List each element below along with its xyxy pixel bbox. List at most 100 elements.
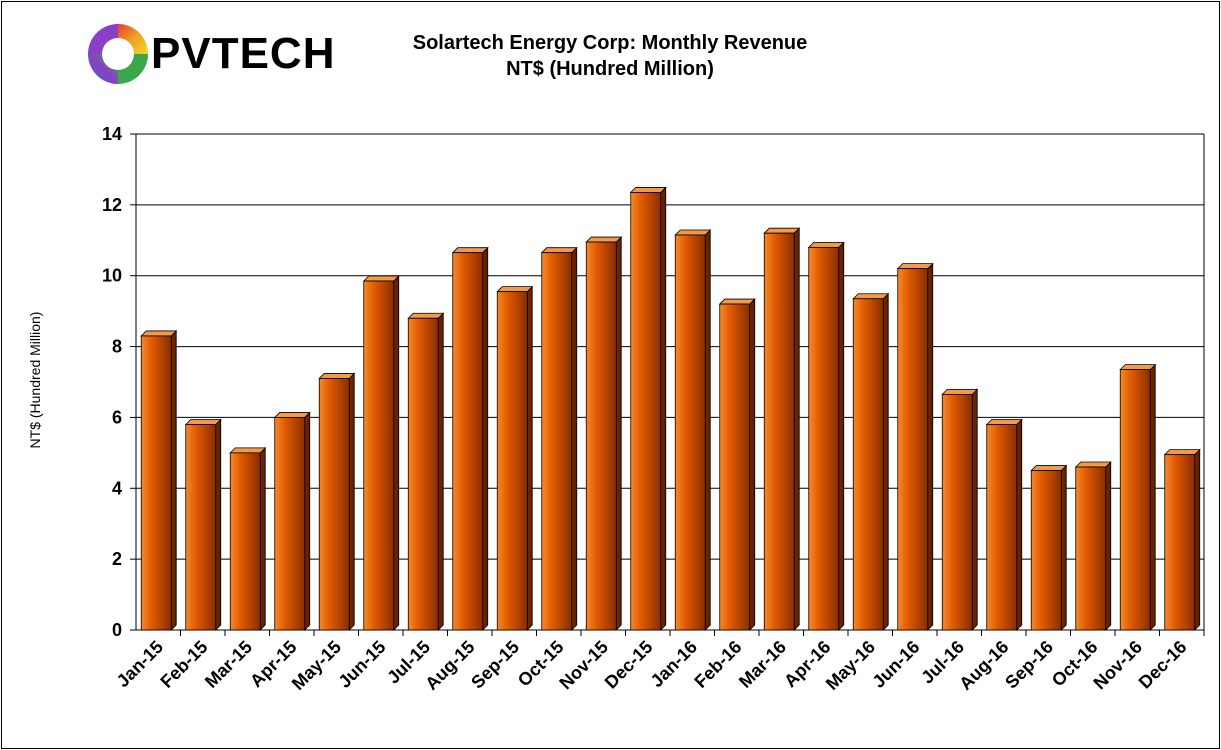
bar-side [704, 229, 711, 631]
bar-top [318, 373, 356, 379]
x-tick-label: Aug-16 [955, 637, 1012, 694]
bar [363, 280, 395, 631]
bar [674, 234, 706, 631]
bar-side [304, 411, 311, 631]
bar [897, 268, 929, 631]
bar-side [1194, 448, 1201, 631]
bar-side [170, 329, 177, 631]
bar-top [1074, 461, 1112, 468]
x-tick-label: Nov-16 [1089, 637, 1146, 694]
chart-title: Solartech Energy Corp: Monthly Revenue [412, 32, 808, 54]
bar-top [140, 330, 178, 337]
logo-ring-icon [88, 24, 148, 84]
x-tick-label: Aug-15 [421, 637, 478, 694]
x-tick-label: May-16 [822, 637, 879, 694]
bar-side [259, 446, 266, 631]
bar-side [927, 262, 934, 631]
bar [185, 424, 217, 631]
bar [1164, 454, 1196, 631]
bar-top [1119, 364, 1157, 371]
bar-top [451, 247, 489, 254]
bar-side [571, 246, 578, 631]
bar [1030, 470, 1062, 631]
y-tick-label: 8 [112, 337, 122, 357]
bar-top [1030, 465, 1068, 471]
y-tick-label: 10 [102, 266, 122, 286]
bar-side [526, 285, 533, 631]
x-tick-label: Sep-16 [1001, 637, 1057, 693]
x-tick-label: Dec-15 [601, 637, 657, 693]
bar [229, 452, 261, 631]
bar-top [229, 447, 267, 454]
y-tick-label: 14 [102, 124, 122, 144]
bar [852, 298, 884, 631]
bar-side [1060, 464, 1067, 631]
bar-top [852, 293, 890, 300]
logo-text: PVTECH [151, 29, 336, 78]
bar-side [215, 418, 222, 631]
bar-top [763, 227, 801, 234]
bar-top [496, 286, 534, 293]
bar [407, 317, 439, 631]
bar-side [660, 186, 667, 631]
bar-top [985, 419, 1023, 425]
x-tick-label: Jun-16 [868, 637, 923, 692]
bar-side [393, 275, 400, 631]
y-tick-label: 4 [112, 478, 122, 498]
bar-top [941, 388, 979, 395]
bar [1075, 466, 1107, 631]
x-tick-label: Feb-15 [156, 637, 211, 692]
bar-top [629, 187, 667, 193]
bar [763, 232, 795, 631]
bar-side [793, 227, 800, 631]
bar-top [674, 229, 712, 236]
bar [140, 335, 172, 631]
x-tick-label: Feb-16 [690, 637, 745, 692]
x-tick-label: Dec-16 [1135, 637, 1191, 693]
bar [941, 393, 973, 631]
bar [318, 378, 350, 631]
chart-subtitle: NT$ (Hundred Million) [506, 58, 714, 80]
bar [496, 291, 528, 631]
bar-side [1105, 461, 1112, 631]
bar [585, 241, 617, 631]
bar-side [348, 372, 355, 631]
bar-side [971, 388, 978, 631]
bar-side [1149, 363, 1156, 631]
bar-top [896, 263, 934, 270]
bar [1119, 369, 1151, 631]
x-tick-label: Mar-16 [735, 637, 790, 692]
bar-top [585, 236, 623, 243]
y-tick-label: 12 [102, 195, 122, 215]
bar-side [882, 292, 889, 631]
bar [719, 303, 751, 631]
bar-top [362, 275, 400, 282]
x-tick-label: Sep-15 [467, 637, 523, 693]
x-tick-label: May-15 [288, 637, 345, 694]
y-tick-label: 6 [112, 407, 122, 427]
bar-side [437, 312, 444, 631]
bar-top [184, 419, 222, 425]
bar [986, 424, 1018, 631]
chart-title-block: Solartech Energy Corp: Monthly Revenue N… [300, 30, 920, 82]
bar-side [838, 241, 845, 631]
x-tick-label: Mar-15 [201, 637, 256, 692]
bar [452, 252, 484, 631]
bar-top [807, 241, 845, 248]
bar [630, 192, 662, 631]
x-tick-label: Jan-16 [647, 637, 701, 691]
bar-top [718, 298, 756, 305]
bar-top [1163, 449, 1201, 456]
x-tick-label: Nov-15 [555, 637, 612, 694]
x-tick-label: Jun-15 [334, 637, 389, 692]
y-axis-label: NT$ (Hundred Million) [27, 312, 43, 449]
bar-side [749, 298, 756, 631]
pvtech-logo: PVTECH [78, 18, 348, 90]
bar-top [540, 247, 578, 254]
bar [808, 246, 840, 631]
bar-top [273, 412, 311, 418]
bar-top [407, 312, 445, 319]
x-tick-label: Jan-15 [113, 637, 167, 691]
y-tick-label: 0 [112, 620, 122, 640]
